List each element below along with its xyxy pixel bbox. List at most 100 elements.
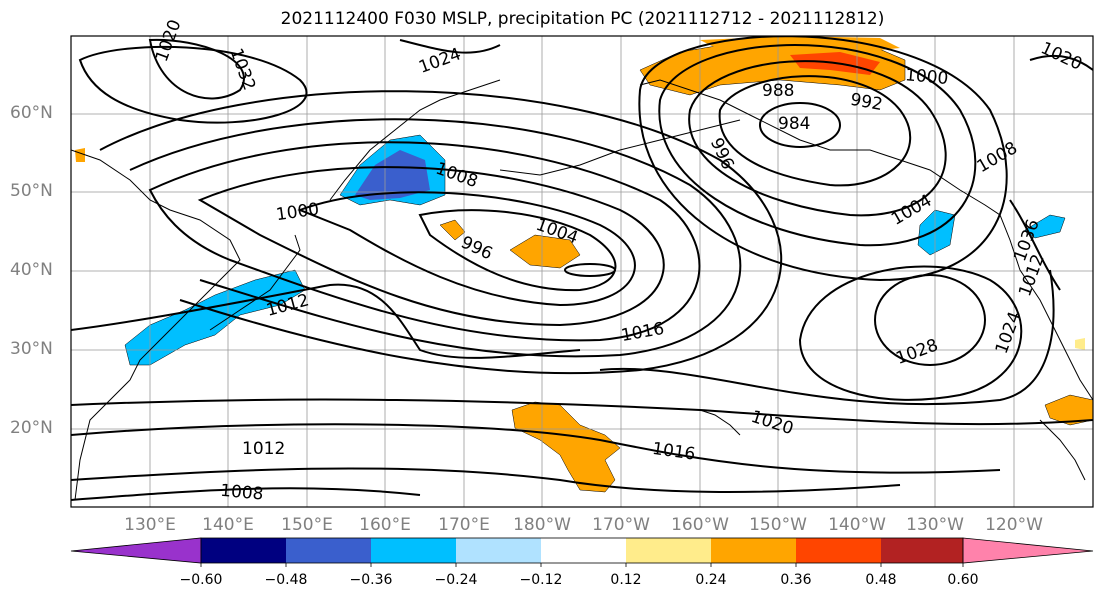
lat-label: 50°N [10, 181, 53, 201]
colorbar-tick-label: −0.60 [179, 572, 223, 588]
colorbar-segment [201, 538, 286, 563]
colorbar [70, 537, 1094, 567]
colorbar-segment [962, 537, 1094, 564]
coastline-mexico [1039, 419, 1086, 481]
precip-negative-area [1024, 214, 1066, 239]
lon-label: 140°E [202, 515, 254, 535]
contour-label: 1016 [620, 319, 666, 346]
contour-label: 1032 [226, 46, 260, 93]
contour-label: 1008 [219, 481, 264, 505]
precip-negative-area [124, 269, 306, 366]
precip-positive-area [511, 401, 621, 493]
isobar [798, 265, 1023, 401]
map-frame [70, 35, 1094, 508]
contour-label: 1012 [242, 439, 285, 459]
coastlines [71, 79, 1093, 501]
isobar [148, 141, 701, 342]
lon-label: 170°E [438, 515, 490, 535]
colorbar-tick-label: −0.48 [264, 572, 308, 588]
colorbar-segment [541, 538, 626, 563]
contour-label: 1020 [748, 407, 795, 439]
colorbar-tick-label: −0.12 [519, 572, 563, 588]
colorbar-tick-label: 0.36 [780, 572, 812, 588]
lon-label: 130°E [124, 515, 176, 535]
contour-label: 1000 [275, 199, 321, 225]
colorbar-segment [70, 537, 202, 564]
colorbar-segment [796, 538, 881, 563]
colorbar-frame [200, 537, 964, 564]
contour-label: 988 [762, 81, 794, 101]
isobar [99, 90, 782, 375]
lon-label: 130°W [906, 515, 964, 535]
coastline-hawaii [699, 409, 741, 436]
lon-label: 160°E [359, 515, 411, 535]
isobar [148, 38, 245, 100]
isobar [599, 269, 1055, 406]
colorbar-segment [456, 538, 541, 563]
colorbar-tick-label: 0.12 [610, 572, 642, 588]
isobar [197, 166, 665, 327]
isobar [78, 45, 308, 124]
lon-label: 150°W [749, 515, 807, 535]
isobar [1009, 199, 1061, 291]
contour-label: 996 [458, 232, 496, 264]
isobar [418, 209, 617, 292]
graticule [71, 36, 1093, 507]
map-title: 2021112400 F030 MSLP, precipitation PC (… [280, 9, 885, 29]
lat-label: 40°N [10, 260, 53, 280]
colorbar-segment [371, 538, 456, 563]
colorbar-tick-label: 0.24 [695, 572, 727, 588]
colorbar-segment [881, 538, 963, 563]
precip-positive-area [1075, 338, 1085, 350]
lon-label: 150°E [281, 515, 333, 535]
colorbar-segment [626, 538, 711, 563]
lon-label: 170°W [592, 515, 650, 535]
lon-label: 120°W [985, 515, 1043, 535]
colorbar-segment [286, 538, 371, 563]
colorbar-tick-label: −0.36 [349, 572, 393, 588]
lat-label: 60°N [10, 103, 53, 123]
precip-positive-area [439, 219, 466, 241]
precipitation-fill [75, 36, 1093, 493]
isobar [71, 398, 1093, 426]
precip-positive-area [1044, 394, 1093, 426]
isobar [688, 60, 947, 217]
colorbar-tick-label: 0.60 [947, 572, 979, 588]
isobar [759, 102, 841, 148]
contour-label: 1016 [651, 439, 697, 465]
contour-label: 984 [778, 114, 810, 134]
isobar [297, 191, 636, 307]
isobar [874, 274, 986, 366]
lon-label: 160°W [671, 515, 729, 535]
isobar [1029, 54, 1093, 71]
colorbar-tick-label: 0.48 [865, 572, 897, 588]
contour-label: 1020 [1037, 38, 1085, 74]
isobar [129, 118, 742, 358]
coastline-japan [209, 234, 301, 331]
precip-positive-area [509, 234, 581, 269]
contour-label: 1000 [904, 65, 949, 89]
isobar [399, 39, 501, 54]
isobar [71, 467, 901, 493]
lon-label: 180°W [513, 515, 571, 535]
isobar [718, 75, 912, 187]
isobar [71, 423, 1001, 474]
precip-negative-area [917, 209, 956, 256]
lat-label: 20°N [10, 418, 53, 438]
isobar [71, 283, 581, 359]
coastline-aleutians [499, 119, 741, 176]
contour-label: 992 [849, 90, 884, 115]
precip-negative-area [355, 150, 430, 200]
colorbar-ticks [200, 563, 964, 567]
isobar [658, 44, 977, 247]
lon-label: 140°W [828, 515, 886, 535]
isobar [564, 263, 616, 277]
isobars [71, 36, 1093, 501]
colorbar-segment [711, 538, 796, 563]
precip-positive-area [75, 148, 85, 162]
colorbar-tick-label: −0.24 [434, 572, 478, 588]
coastline-alaska [639, 79, 1093, 401]
lat-label: 30°N [10, 339, 53, 359]
isobar [71, 487, 421, 501]
